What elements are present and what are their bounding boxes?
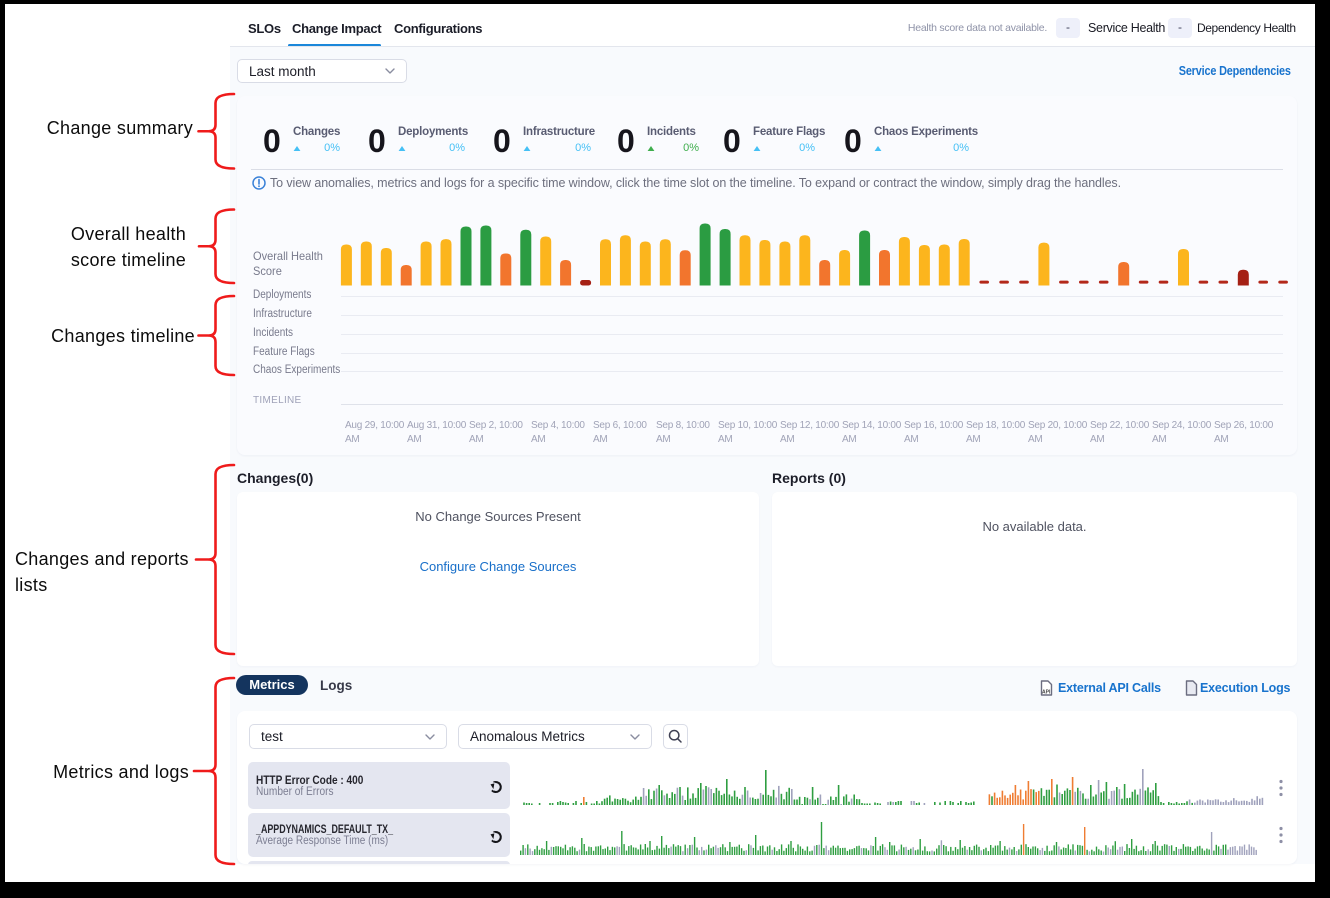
svg-text:API: API xyxy=(1042,690,1051,696)
